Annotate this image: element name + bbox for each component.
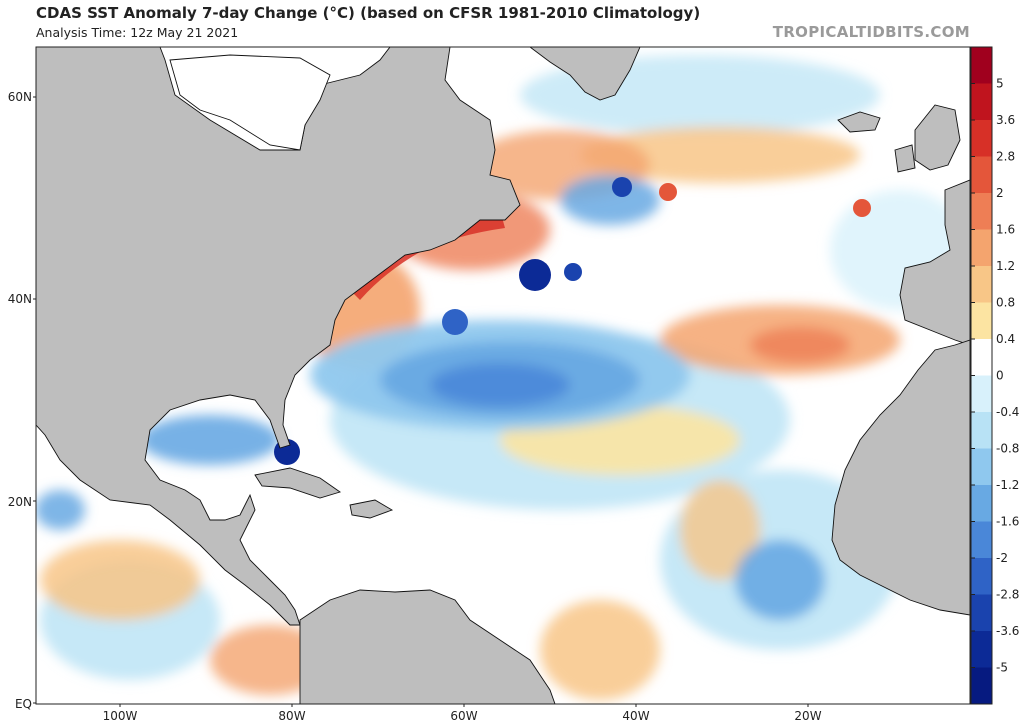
colorbar-swatch	[971, 412, 992, 449]
iceland-land	[837, 111, 881, 133]
lon-label-100w: 100W	[103, 709, 138, 723]
lat-label-60n: 60N	[8, 90, 32, 104]
colorbar-tick-label: -1.6	[996, 515, 1019, 529]
colorbar-tick-label: 1.2	[996, 259, 1015, 273]
colorbar-swatch	[971, 47, 992, 84]
cold-eddy	[612, 177, 632, 197]
colorbar-tick-label: -5	[996, 661, 1008, 675]
colorbar-tick-label: -0.8	[996, 442, 1019, 456]
colorbar-tick-label: -3.6	[996, 624, 1019, 638]
map-title: CDAS SST Anomaly 7-day Change (°C) (base…	[36, 4, 701, 22]
colorbar-swatch	[971, 120, 992, 157]
colorbar-tick-label: 0	[996, 369, 1004, 383]
lon-label-40w: 40W	[622, 709, 649, 723]
colorbar-tick-label: 3.6	[996, 113, 1015, 127]
colorbar-swatch	[971, 375, 992, 413]
greenland-land	[529, 47, 641, 101]
colorbar-swatch	[971, 339, 992, 376]
colorbar-tick-label: -0.4	[996, 405, 1019, 419]
colorbar-swatch	[971, 521, 992, 559]
colorbar-swatch	[971, 485, 992, 522]
colorbar	[970, 46, 993, 705]
colorbar-tick-label: 0.8	[996, 296, 1015, 310]
cold-eddy	[442, 309, 468, 335]
colorbar-tick-label: 1.6	[996, 223, 1015, 237]
north-america-land	[36, 47, 521, 626]
hispaniola-land	[349, 499, 394, 519]
colorbar-labels: 5 3.6 2.8 2 1.6 1.2 0.8 0.4 0 -0.4 -0.8 -1.2 -1.6 -2 -…	[971, 77, 1019, 675]
colorbar-tick-label: 5	[996, 77, 1004, 91]
colorbar-tick-label: -2	[996, 551, 1008, 565]
lat-label-eq: EQ	[15, 697, 32, 711]
warm-eddy	[659, 183, 677, 201]
colorbar-tick-label: -1.2	[996, 478, 1019, 492]
lat-label-20n: 20N	[8, 495, 32, 509]
colorbar-swatch	[971, 156, 992, 194]
south-america-land	[299, 589, 556, 704]
analysis-time: Analysis Time: 12z May 21 2021	[36, 25, 239, 40]
ireland-land	[894, 144, 916, 173]
colorbar-swatch	[971, 558, 992, 595]
colorbar-tick-label: 0.4	[996, 332, 1015, 346]
colorbar-tick-label: -2.8	[996, 588, 1019, 602]
colorbar-swatch	[971, 667, 992, 705]
site-brand[interactable]: TROPICALTIDBITS.COM	[772, 23, 970, 41]
colorbar-swatch	[971, 631, 992, 668]
colorbar-tick-label: 2	[996, 186, 1004, 200]
british-isles-land	[914, 104, 961, 171]
colorbar-tick-label: 2.8	[996, 150, 1015, 164]
colorbar-swatch	[971, 266, 992, 303]
longitude-labels: 100W 80W 60W 40W 20W	[103, 709, 822, 723]
plot-frame	[35, 46, 971, 705]
cuba-land	[254, 467, 342, 499]
colorbar-swatch	[971, 448, 992, 486]
lon-label-20w: 20W	[794, 709, 821, 723]
hudson-bay	[169, 54, 331, 151]
colorbar-swatch	[971, 302, 992, 340]
lon-label-60w: 60W	[450, 709, 477, 723]
lat-label-40n: 40N	[8, 292, 32, 306]
warm-eddy	[853, 199, 871, 217]
latitude-labels: 60N 40N 20N EQ	[8, 90, 32, 711]
africa-land	[831, 339, 970, 616]
cold-eddy	[564, 263, 582, 281]
warm-coastal-band	[350, 210, 505, 300]
lon-label-80w: 80W	[278, 709, 305, 723]
europe-land	[899, 179, 970, 346]
colorbar-swatch	[971, 594, 992, 632]
cold-eddy	[519, 259, 551, 291]
colorbar-swatch	[971, 193, 992, 230]
colorbar-swatch	[971, 229, 992, 267]
land-layer	[36, 47, 970, 704]
colorbar-swatch	[971, 83, 992, 121]
